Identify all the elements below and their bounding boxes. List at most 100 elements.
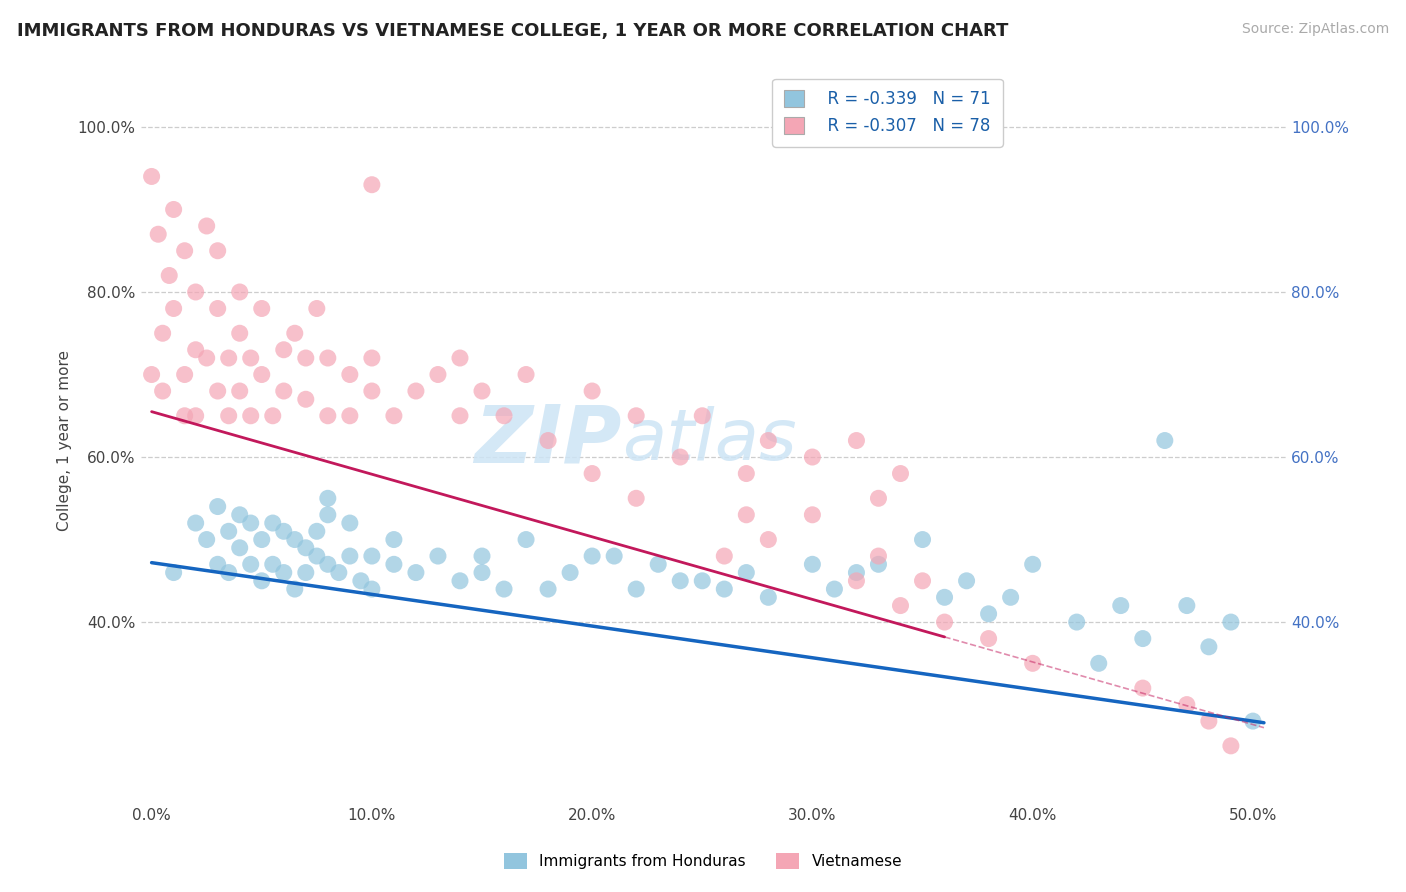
Point [449, 409, 471, 423]
Point [581, 549, 603, 563]
Point [184, 285, 207, 299]
Point [581, 467, 603, 481]
Point [977, 607, 1000, 621]
Point [735, 508, 758, 522]
Point [1175, 698, 1198, 712]
Point [823, 582, 845, 596]
Point [934, 615, 956, 629]
Point [492, 582, 515, 596]
Point [1198, 640, 1220, 654]
Point [669, 450, 692, 464]
Point [756, 434, 779, 448]
Point [471, 549, 494, 563]
Point [1153, 434, 1175, 448]
Point [316, 558, 339, 572]
Point [173, 244, 195, 258]
Point [934, 591, 956, 605]
Point [868, 491, 890, 506]
Point [405, 384, 427, 398]
Point [382, 558, 405, 572]
Point [1132, 632, 1154, 646]
Point [218, 524, 240, 539]
Point [218, 566, 240, 580]
Point [316, 409, 339, 423]
Point [239, 351, 262, 365]
Point [294, 392, 316, 407]
Point [647, 558, 669, 572]
Legend:   R = -0.339   N = 71,   R = -0.307   N = 78: R = -0.339 N = 71, R = -0.307 N = 78 [772, 78, 1002, 146]
Point [1241, 714, 1264, 728]
Point [316, 491, 339, 506]
Point [449, 574, 471, 588]
Point [250, 301, 273, 316]
Text: IMMIGRANTS FROM HONDURAS VS VIETNAMESE COLLEGE, 1 YEAR OR MORE CORRELATION CHART: IMMIGRANTS FROM HONDURAS VS VIETNAMESE C… [17, 22, 1008, 40]
Point [207, 301, 229, 316]
Point [537, 434, 560, 448]
Point [1066, 615, 1088, 629]
Text: Source: ZipAtlas.com: Source: ZipAtlas.com [1241, 22, 1389, 37]
Y-axis label: College, 1 year or more: College, 1 year or more [58, 350, 72, 531]
Point [173, 368, 195, 382]
Point [756, 533, 779, 547]
Point [492, 409, 515, 423]
Point [339, 368, 361, 382]
Point [250, 574, 273, 588]
Point [239, 409, 262, 423]
Point [911, 533, 934, 547]
Point [250, 368, 273, 382]
Point [515, 533, 537, 547]
Legend: Immigrants from Honduras, Vietnamese: Immigrants from Honduras, Vietnamese [498, 847, 908, 875]
Point [262, 516, 284, 530]
Text: atlas: atlas [621, 406, 796, 475]
Point [152, 326, 174, 341]
Point [207, 244, 229, 258]
Point [152, 384, 174, 398]
Point [316, 508, 339, 522]
Point [669, 574, 692, 588]
Point [273, 524, 295, 539]
Point [382, 409, 405, 423]
Point [284, 326, 307, 341]
Point [305, 549, 328, 563]
Point [889, 467, 911, 481]
Point [690, 409, 713, 423]
Point [801, 558, 824, 572]
Point [868, 549, 890, 563]
Point [162, 301, 184, 316]
Point [350, 574, 373, 588]
Point [195, 219, 218, 233]
Point [228, 508, 250, 522]
Point [360, 384, 382, 398]
Point [624, 582, 647, 596]
Point [801, 508, 824, 522]
Point [735, 467, 758, 481]
Point [1132, 681, 1154, 695]
Point [1021, 558, 1043, 572]
Point [360, 178, 382, 192]
Point [273, 384, 295, 398]
Point [184, 516, 207, 530]
Point [262, 409, 284, 423]
Point [273, 566, 295, 580]
Point [360, 351, 382, 365]
Point [471, 384, 494, 398]
Point [218, 409, 240, 423]
Point [756, 591, 779, 605]
Point [218, 351, 240, 365]
Point [184, 343, 207, 357]
Point [328, 566, 350, 580]
Point [713, 582, 735, 596]
Point [1021, 657, 1043, 671]
Point [537, 582, 560, 596]
Point [449, 351, 471, 365]
Point [955, 574, 977, 588]
Point [1219, 739, 1241, 753]
Point [911, 574, 934, 588]
Point [262, 558, 284, 572]
Point [977, 632, 1000, 646]
Point [360, 582, 382, 596]
Point [845, 566, 868, 580]
Point [360, 549, 382, 563]
Point [195, 351, 218, 365]
Point [195, 533, 218, 547]
